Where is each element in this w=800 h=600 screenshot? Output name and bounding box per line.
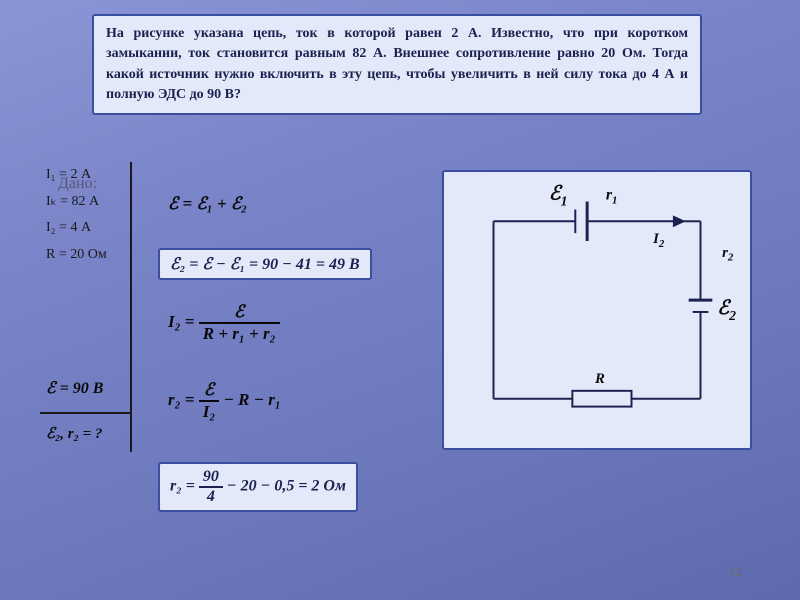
- eq-emf-sum: ℰ = ℰ₁ + ℰ₂: [168, 194, 247, 214]
- circuit-i2: I2: [652, 231, 665, 250]
- given-divider-vertical: [130, 162, 132, 452]
- given-e: ℰ = 90 В: [46, 378, 103, 398]
- given-divider-horizontal: [40, 412, 132, 414]
- given-block: I₁ = 2 А Iₖ = 82 А I₂ = 4 А R = 20 Ом: [46, 162, 107, 268]
- given-r: R = 20 Ом: [46, 242, 107, 269]
- given-find: ℰ₂, r₂ = ?: [46, 424, 102, 443]
- given-i1: I₁ = 2 А: [46, 162, 107, 189]
- circuit-r2: r2: [722, 245, 734, 264]
- result-r2: r₂ = 90 4 − 20 − 0,5 = 2 Ом: [158, 462, 358, 512]
- circuit-R: R: [594, 371, 605, 387]
- page-number: 12: [729, 564, 742, 580]
- circuit-e1: ℰ1: [549, 183, 568, 209]
- circuit-e2: ℰ2: [717, 297, 736, 323]
- result-e2: ℰ₂ = ℰ − ℰ₁ = 90 − 41 = 49 В: [158, 248, 372, 280]
- circuit-diagram: ℰ1 r1 I2 r2 ℰ2 R: [442, 170, 752, 450]
- given-ik: Iₖ = 82 А: [46, 189, 107, 216]
- eq-i2: I₂ = ℰ R + r₁ + r₂: [168, 302, 280, 344]
- circuit-r1: r1: [606, 187, 618, 207]
- given-i2: I₂ = 4 А: [46, 215, 107, 242]
- problem-statement: На рисунке указана цепь, ток в которой р…: [92, 14, 702, 115]
- eq-r2: r₂ = ℰ I₂ − R − r₁: [168, 380, 281, 422]
